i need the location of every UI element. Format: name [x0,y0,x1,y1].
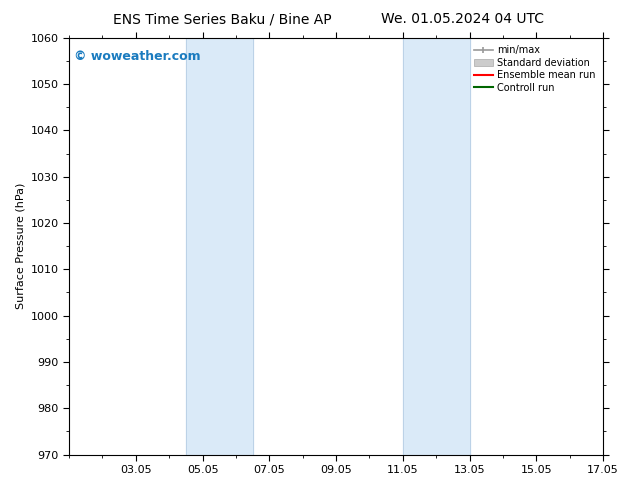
Bar [403,38,470,455]
Text: © woweather.com: © woweather.com [74,50,201,63]
Text: We. 01.05.2024 04 UTC: We. 01.05.2024 04 UTC [381,12,545,26]
Y-axis label: Surface Pressure (hPa): Surface Pressure (hPa) [15,183,25,309]
Bar [186,38,253,455]
Text: ENS Time Series Baku / Bine AP: ENS Time Series Baku / Bine AP [113,12,331,26]
Legend: min/max, Standard deviation, Ensemble mean run, Controll run: min/max, Standard deviation, Ensemble me… [470,43,598,96]
